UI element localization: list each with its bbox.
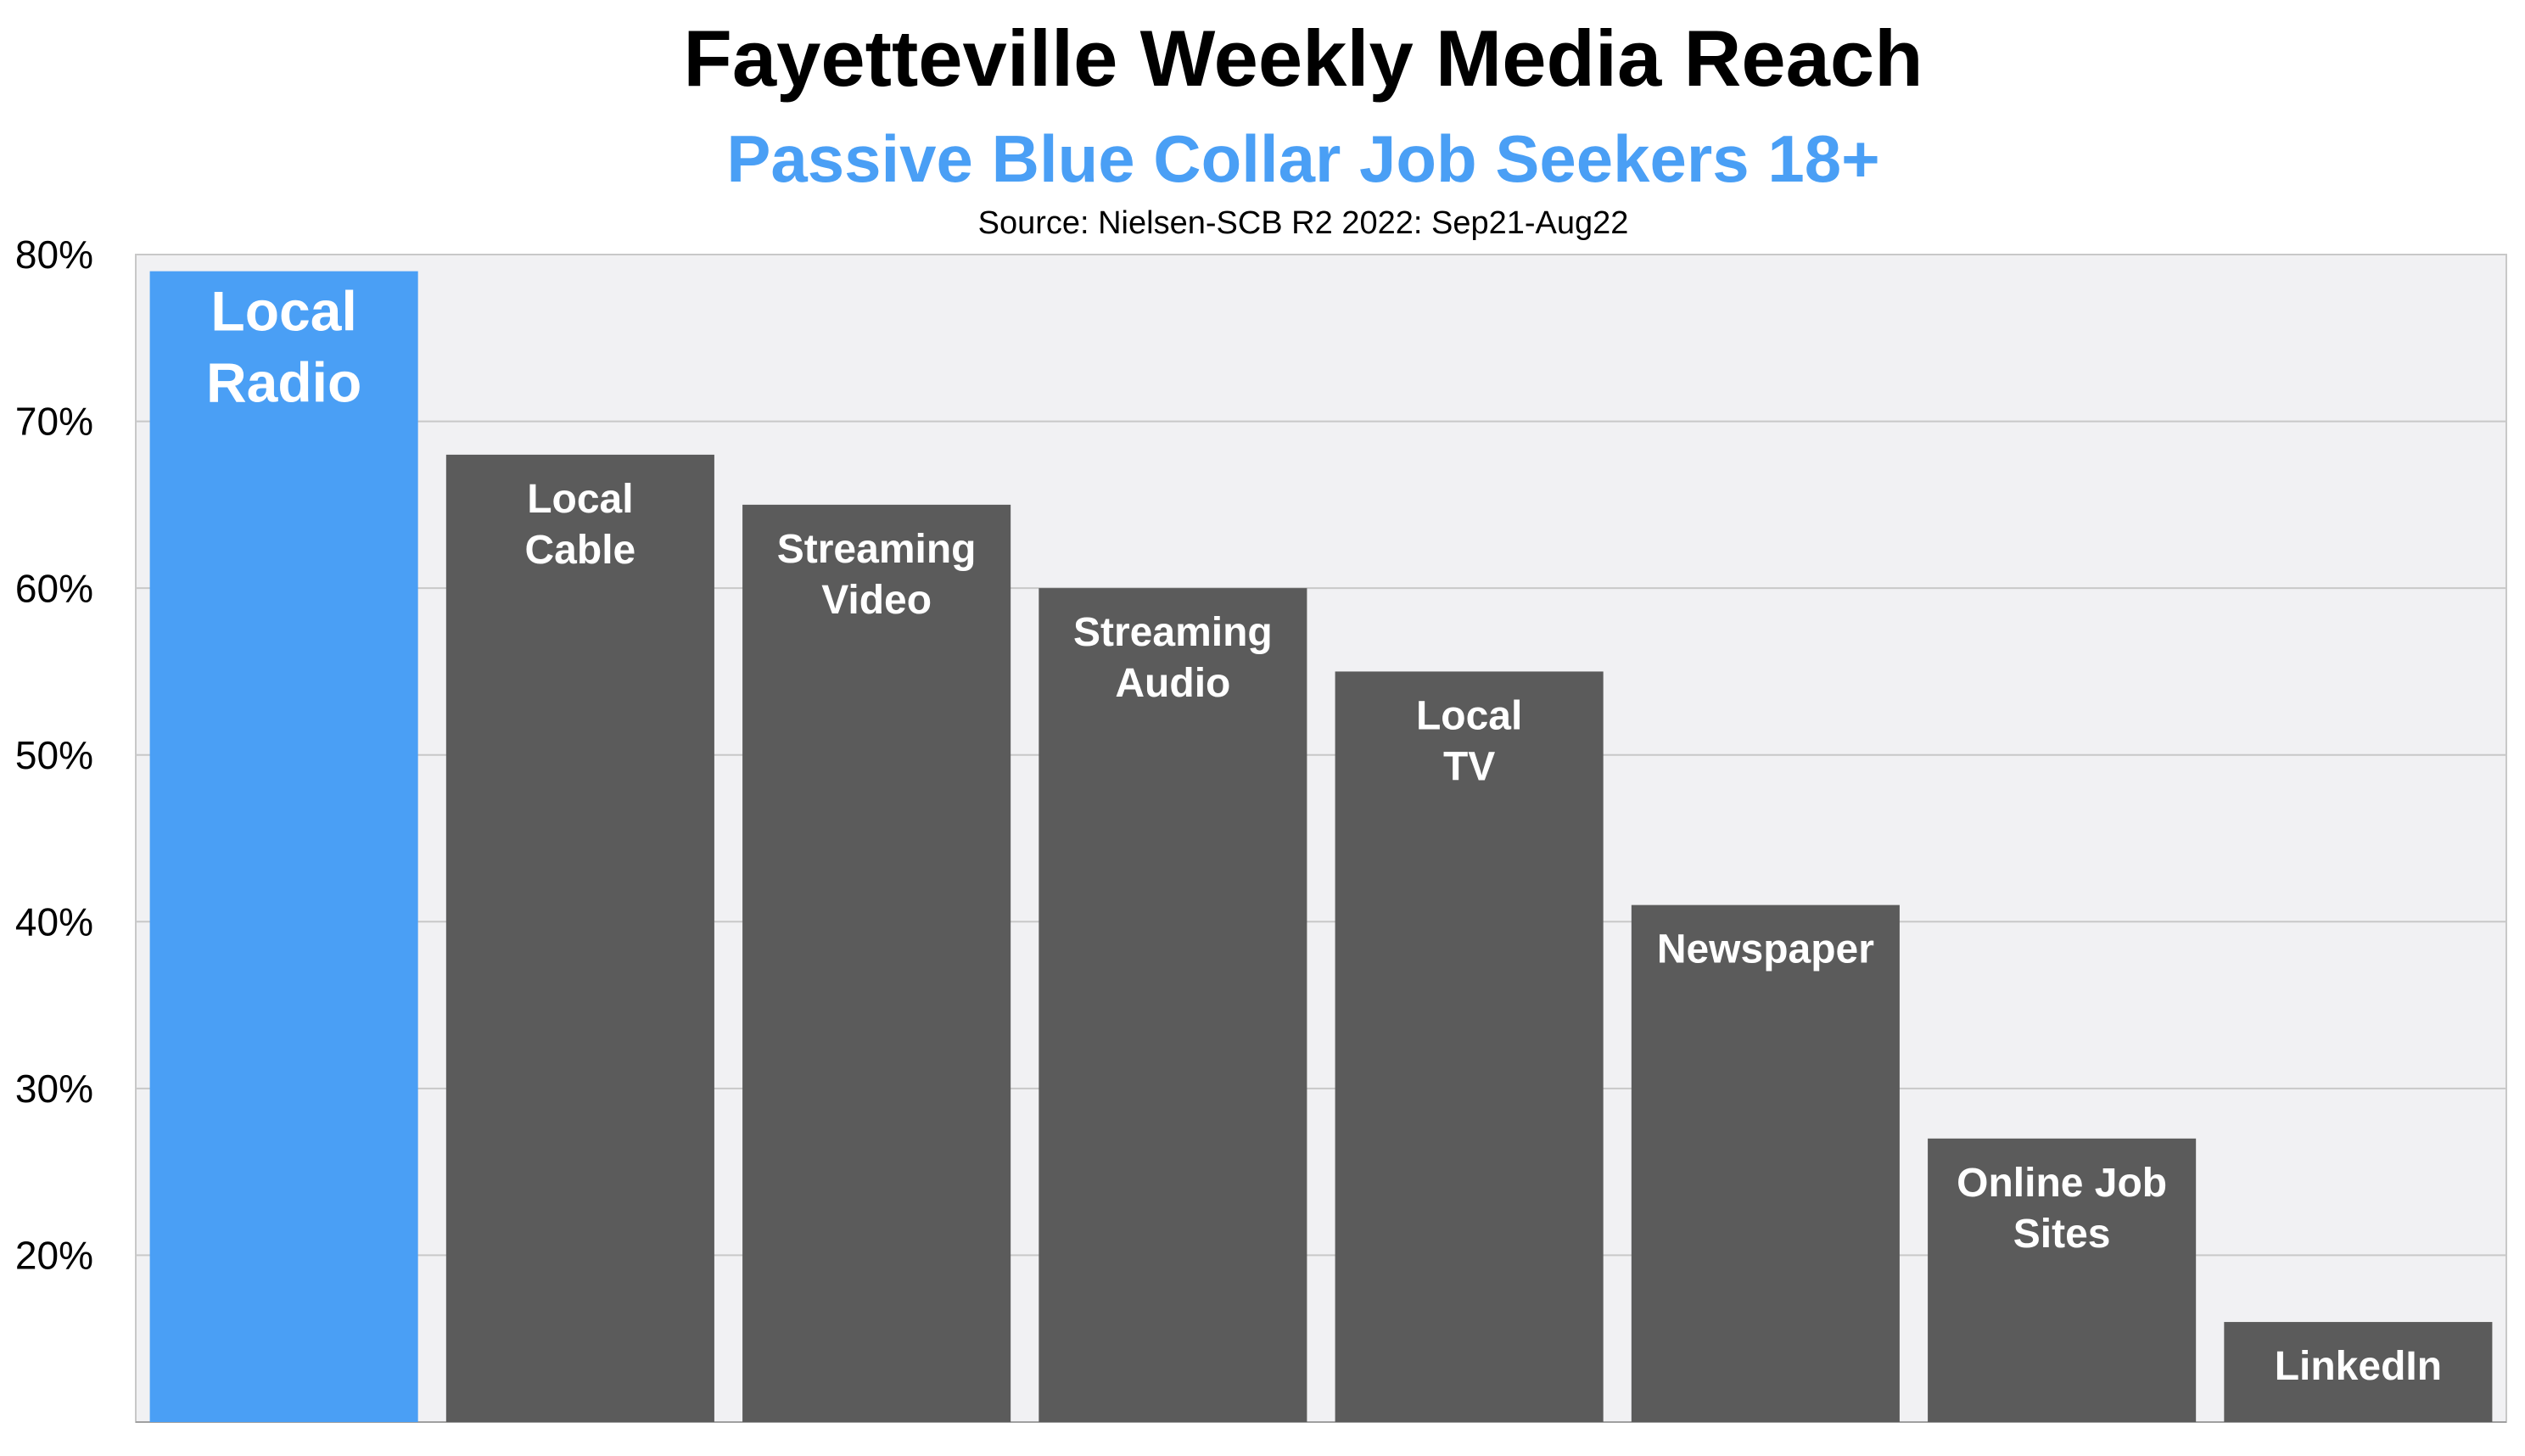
bar-label: Radio: [206, 351, 361, 414]
bar: [1631, 904, 1900, 1422]
bar: [2224, 1322, 2493, 1422]
chart-subtitle: Passive Blue Collar Job Seekers 18+: [726, 121, 1880, 196]
chart-title: Fayetteville Weekly Media Reach: [683, 14, 1923, 103]
bar-label: Streaming: [777, 527, 977, 572]
y-tick-label: 70%: [15, 400, 93, 444]
bar-label: Local: [527, 477, 633, 522]
bar: [742, 504, 1011, 1422]
bar-label: Local: [210, 280, 356, 343]
bar: [1928, 1138, 2197, 1422]
bar-label: Local: [1416, 693, 1522, 738]
bar: [1335, 671, 1604, 1422]
bar-label: LinkedIn: [2275, 1344, 2442, 1389]
y-tick-label: 30%: [15, 1067, 93, 1111]
bar: [149, 271, 418, 1423]
chart-source: Source: Nielsen-SCB R2 2022: Sep21-Aug22: [977, 205, 1629, 241]
bar-label: Streaming: [1073, 610, 1273, 655]
bar-label: Video: [821, 578, 932, 623]
bar: [445, 454, 714, 1422]
y-axis: 20% 30% 40% 50% 60% 70% 80%: [15, 232, 93, 1277]
bar-label: Online Job: [1957, 1161, 2167, 1206]
y-tick-label: 20%: [15, 1234, 93, 1278]
bars: [149, 271, 2493, 1423]
bar-label: Cable: [525, 528, 636, 573]
bar-label: Newspaper: [1657, 927, 1874, 972]
bar-label: Audio: [1115, 661, 1230, 706]
y-tick-label: 80%: [15, 232, 93, 277]
bar: [1039, 588, 1307, 1422]
y-tick-label: 60%: [15, 566, 93, 610]
bar-label: TV: [1443, 744, 1495, 789]
y-tick-label: 40%: [15, 899, 93, 944]
bar-labels: Local Radio Local Cable Streaming Video Stream…: [206, 280, 2442, 1389]
bar-label: Sites: [2013, 1212, 2111, 1257]
y-tick-label: 50%: [15, 733, 93, 777]
